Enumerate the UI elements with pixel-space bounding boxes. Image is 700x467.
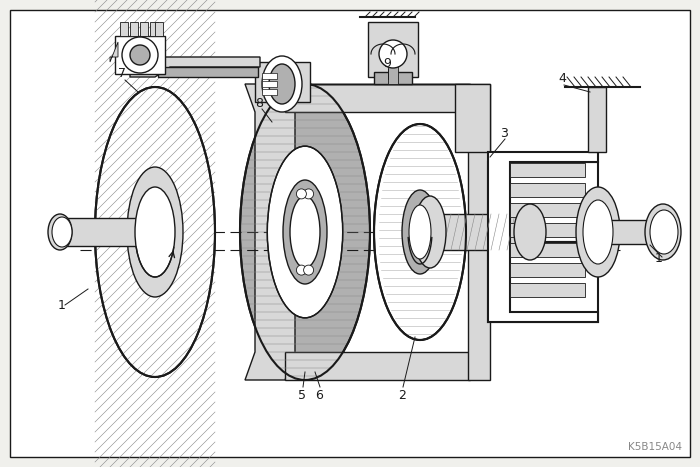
- Bar: [60, 218, 150, 246]
- Ellipse shape: [269, 64, 295, 104]
- Bar: [130, 22, 138, 36]
- Ellipse shape: [262, 56, 302, 112]
- Bar: [510, 243, 585, 257]
- Ellipse shape: [650, 210, 678, 254]
- Text: 3: 3: [500, 127, 508, 140]
- Ellipse shape: [240, 84, 370, 380]
- Ellipse shape: [95, 87, 215, 377]
- Text: 6: 6: [315, 389, 323, 402]
- Ellipse shape: [576, 187, 620, 277]
- Text: 9: 9: [383, 57, 391, 70]
- Polygon shape: [158, 67, 258, 77]
- Text: 5: 5: [298, 389, 306, 402]
- Ellipse shape: [135, 187, 175, 277]
- Bar: [430, 214, 530, 250]
- Bar: [262, 73, 277, 79]
- Bar: [262, 81, 277, 87]
- Bar: [285, 84, 470, 112]
- Text: 8: 8: [255, 97, 263, 110]
- Bar: [150, 22, 158, 36]
- Bar: [468, 84, 490, 380]
- Polygon shape: [285, 84, 470, 112]
- Bar: [488, 242, 598, 322]
- Bar: [255, 62, 310, 102]
- Ellipse shape: [409, 205, 431, 259]
- Ellipse shape: [514, 204, 546, 260]
- Bar: [285, 352, 470, 380]
- Ellipse shape: [267, 146, 343, 318]
- Bar: [488, 162, 598, 242]
- Polygon shape: [488, 152, 598, 322]
- Polygon shape: [110, 42, 118, 62]
- Ellipse shape: [374, 124, 466, 340]
- Text: 1: 1: [655, 252, 663, 265]
- Bar: [115, 36, 165, 74]
- Polygon shape: [455, 84, 490, 152]
- Bar: [388, 54, 398, 84]
- Ellipse shape: [296, 189, 307, 199]
- Bar: [140, 22, 148, 36]
- Ellipse shape: [127, 167, 183, 297]
- Ellipse shape: [283, 180, 327, 284]
- Bar: [368, 22, 418, 77]
- Polygon shape: [245, 84, 295, 380]
- Ellipse shape: [130, 45, 150, 65]
- Text: K5B15A04: K5B15A04: [628, 442, 682, 452]
- Bar: [374, 72, 412, 84]
- Text: 7: 7: [118, 67, 126, 80]
- Bar: [510, 203, 585, 217]
- Bar: [510, 163, 585, 177]
- Bar: [510, 263, 585, 277]
- Ellipse shape: [379, 40, 407, 68]
- Ellipse shape: [645, 204, 681, 260]
- Bar: [510, 223, 585, 237]
- Ellipse shape: [48, 214, 72, 250]
- Ellipse shape: [122, 37, 158, 73]
- Text: 4: 4: [558, 72, 566, 85]
- Ellipse shape: [304, 265, 314, 275]
- Bar: [510, 283, 585, 297]
- Ellipse shape: [290, 196, 320, 268]
- Ellipse shape: [583, 200, 613, 264]
- Bar: [262, 89, 277, 95]
- Polygon shape: [130, 57, 260, 77]
- Text: 2: 2: [398, 389, 406, 402]
- Text: 1: 1: [58, 299, 66, 312]
- Ellipse shape: [304, 189, 314, 199]
- Ellipse shape: [414, 196, 446, 268]
- Bar: [588, 87, 606, 152]
- Bar: [155, 22, 163, 36]
- Bar: [510, 183, 585, 197]
- Bar: [598, 220, 663, 244]
- Ellipse shape: [402, 190, 438, 274]
- Ellipse shape: [52, 217, 72, 247]
- Ellipse shape: [296, 265, 307, 275]
- Bar: [120, 22, 128, 36]
